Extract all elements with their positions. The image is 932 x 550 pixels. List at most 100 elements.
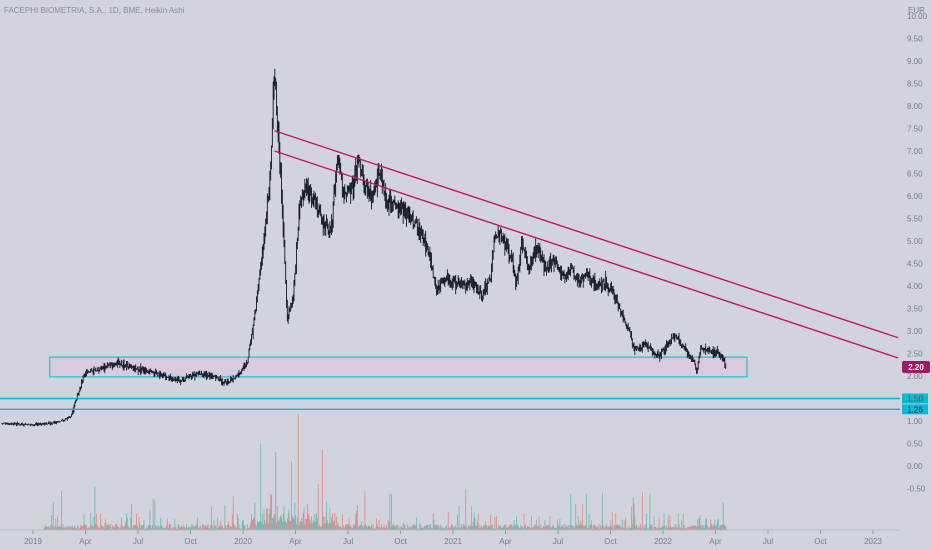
volume-bar bbox=[456, 515, 458, 530]
volume-bar bbox=[421, 527, 423, 530]
support-zone-rect[interactable] bbox=[49, 356, 748, 378]
volume-bar bbox=[236, 513, 238, 530]
volume-bar bbox=[353, 525, 355, 530]
volume-bar bbox=[86, 528, 88, 530]
volume-bar bbox=[287, 513, 289, 530]
volume-bar bbox=[409, 527, 411, 530]
volume-bar bbox=[484, 526, 486, 530]
volume-bar bbox=[468, 527, 470, 530]
volume-bar bbox=[596, 526, 598, 530]
volume-bar bbox=[387, 520, 389, 530]
volume-bar bbox=[176, 528, 177, 530]
volume-bar bbox=[166, 518, 168, 530]
volume-bar bbox=[521, 526, 522, 530]
volume-bar bbox=[703, 527, 705, 530]
volume-bar bbox=[403, 524, 405, 530]
volume-bar bbox=[101, 526, 103, 530]
x-tick-label: 2020 bbox=[234, 537, 252, 546]
volume-bar bbox=[220, 520, 222, 530]
volume-bar bbox=[524, 525, 526, 530]
trendline[interactable] bbox=[274, 130, 899, 339]
volume-bar bbox=[383, 524, 385, 530]
volume-bar bbox=[504, 524, 506, 530]
volume-bar bbox=[151, 528, 152, 530]
trendline-layer[interactable] bbox=[274, 130, 899, 359]
y-tick-label: 5.00 bbox=[907, 237, 923, 246]
volume-bar bbox=[366, 527, 368, 530]
volume-bar bbox=[476, 521, 478, 530]
volume-bar bbox=[351, 527, 352, 530]
volume-bar bbox=[516, 516, 517, 530]
volume-bar bbox=[531, 515, 532, 530]
volume-bar bbox=[427, 525, 429, 530]
x-tick-label: 2022 bbox=[654, 537, 672, 546]
volume-bar bbox=[661, 527, 662, 530]
volume-bar bbox=[316, 512, 317, 530]
volume-bar bbox=[206, 525, 208, 530]
volume-bar bbox=[686, 526, 688, 530]
volume-bar bbox=[61, 527, 63, 530]
volume-bar bbox=[548, 526, 550, 530]
volume-bar bbox=[300, 521, 302, 530]
volume-bar bbox=[668, 527, 670, 530]
volume-bar bbox=[651, 526, 653, 530]
volume-bar bbox=[221, 525, 223, 530]
volume-bar bbox=[147, 524, 149, 530]
volume-bar bbox=[407, 527, 409, 530]
volume-bar bbox=[196, 517, 198, 530]
volume-bar bbox=[176, 528, 178, 530]
volume-bar bbox=[242, 520, 244, 530]
volume-bar bbox=[82, 525, 84, 530]
volume-bar bbox=[589, 524, 591, 530]
volume-bar bbox=[479, 524, 481, 530]
volume-bar bbox=[480, 527, 482, 530]
x-tick-label: Apr bbox=[79, 537, 92, 546]
volume-bar bbox=[344, 527, 346, 530]
volume-bar bbox=[384, 528, 386, 530]
volume-bar bbox=[168, 524, 170, 530]
volume-bar bbox=[678, 523, 680, 530]
volume-bar bbox=[557, 524, 559, 530]
volume-bar bbox=[283, 506, 285, 530]
volume-bar bbox=[724, 525, 726, 530]
volume-bar bbox=[302, 512, 304, 530]
volume-bar bbox=[269, 508, 271, 530]
volume-bar bbox=[364, 491, 366, 530]
x-tick-label: Oct bbox=[394, 537, 407, 546]
volume-bar bbox=[351, 527, 353, 530]
volume-bar bbox=[458, 505, 460, 530]
volume-bar bbox=[709, 526, 711, 530]
trendline[interactable] bbox=[274, 150, 899, 359]
volume-bar bbox=[608, 527, 610, 530]
volume-bar bbox=[212, 528, 214, 530]
volume-bar bbox=[49, 527, 51, 530]
volume-bar bbox=[619, 524, 621, 530]
volume-bar bbox=[125, 521, 127, 530]
volume-bar bbox=[159, 525, 161, 530]
volume-bar bbox=[219, 524, 221, 530]
volume-bar bbox=[179, 527, 181, 530]
y-tick-label: 3.00 bbox=[907, 327, 923, 336]
volume-bar bbox=[81, 525, 82, 530]
volume-bar bbox=[588, 514, 590, 530]
volume-bar bbox=[150, 525, 152, 530]
volume-bar bbox=[538, 516, 540, 530]
volume-bar bbox=[293, 518, 295, 530]
volume-bar bbox=[389, 493, 391, 530]
volume-bar bbox=[565, 527, 567, 530]
volume-bar bbox=[616, 524, 618, 530]
volume-bar bbox=[129, 528, 131, 530]
volume-bar bbox=[528, 527, 530, 530]
volume-bar bbox=[691, 525, 693, 530]
zone-layer[interactable] bbox=[49, 356, 748, 378]
x-tick-label: Oct bbox=[604, 537, 617, 546]
volume-bar bbox=[90, 512, 92, 530]
volume-bar bbox=[471, 526, 473, 530]
volume-bar bbox=[96, 525, 98, 530]
volume-bar bbox=[171, 528, 173, 530]
volume-bar bbox=[89, 528, 91, 530]
volume-bar bbox=[278, 520, 280, 530]
level-layer[interactable]: 1.501.26 2.20 bbox=[0, 361, 930, 415]
